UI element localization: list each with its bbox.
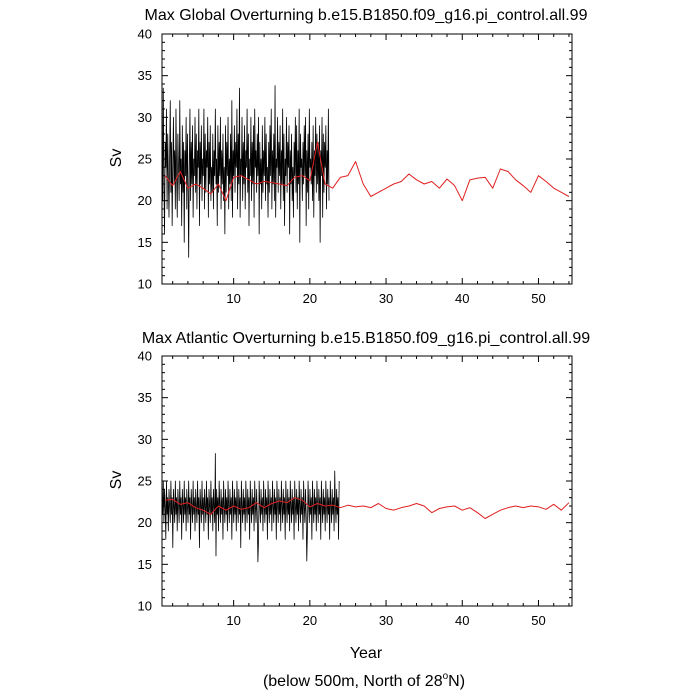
- atlantic-overturning-panel: Max Atlantic Overturning b.e15.B1850.f09…: [108, 330, 590, 662]
- global-plot-frame: [161, 33, 573, 285]
- global-ytick-label: 40: [138, 27, 152, 42]
- footer-caption: (below 500m, North of 28oN): [263, 671, 465, 690]
- global-ytick-label: 15: [138, 235, 152, 250]
- global-series: [161, 85, 570, 258]
- global-monthly-line: [161, 85, 330, 258]
- atlantic-ticks: 10 15 20 25 30 35 40 10 20 30 40 50: [138, 349, 572, 628]
- global-overturning-panel: Max Global Overturning b.e15.B1850.f09_g…: [108, 7, 588, 306]
- atlantic-y-axis-label: Sv: [108, 471, 125, 490]
- atlantic-ytick-label: 10: [138, 599, 152, 614]
- atlantic-monthly-line: [161, 453, 340, 563]
- global-y-axis-label: Sv: [108, 149, 125, 168]
- global-xtick-label: 20: [303, 291, 317, 306]
- atlantic-ytick-label: 20: [138, 515, 152, 530]
- atlantic-ytick-label: 15: [138, 557, 152, 572]
- atlantic-xtick-label: 30: [379, 613, 393, 628]
- atlantic-ytick-label: 35: [138, 390, 152, 405]
- atlantic-series: [161, 453, 570, 563]
- global-panel-title: Max Global Overturning b.e15.B1850.f09_g…: [145, 7, 588, 24]
- atlantic-xtick-label: 20: [303, 613, 317, 628]
- atlantic-ytick-label: 25: [138, 474, 152, 489]
- caption-degree: o: [443, 671, 449, 682]
- global-xtick-label: 40: [455, 291, 469, 306]
- atlantic-xtick-label: 40: [455, 613, 469, 628]
- atlantic-ytick-label: 30: [138, 432, 152, 447]
- atlantic-ytick-label: 40: [138, 349, 152, 364]
- atlantic-xtick-label: 10: [226, 613, 240, 628]
- global-ytick-label: 25: [138, 152, 152, 167]
- global-ytick-label: 20: [138, 193, 152, 208]
- global-ytick-label: 10: [138, 277, 152, 292]
- caption-prefix: (below 500m, North of 28: [263, 673, 443, 690]
- global-ytick-label: 35: [138, 68, 152, 83]
- global-xtick-label: 50: [531, 291, 545, 306]
- global-annual-mean-line: [164, 141, 570, 202]
- atlantic-annual-mean-line: [164, 497, 570, 519]
- caption-suffix: N): [448, 673, 465, 690]
- atlantic-plot-frame: [161, 355, 573, 607]
- atlantic-panel-title: Max Atlantic Overturning b.e15.B1850.f09…: [142, 330, 590, 347]
- global-xtick-label: 30: [379, 291, 393, 306]
- global-ytick-label: 30: [138, 110, 152, 125]
- atlantic-xtick-label: 50: [531, 613, 545, 628]
- global-xtick-label: 10: [226, 291, 240, 306]
- x-axis-label: Year: [350, 645, 383, 662]
